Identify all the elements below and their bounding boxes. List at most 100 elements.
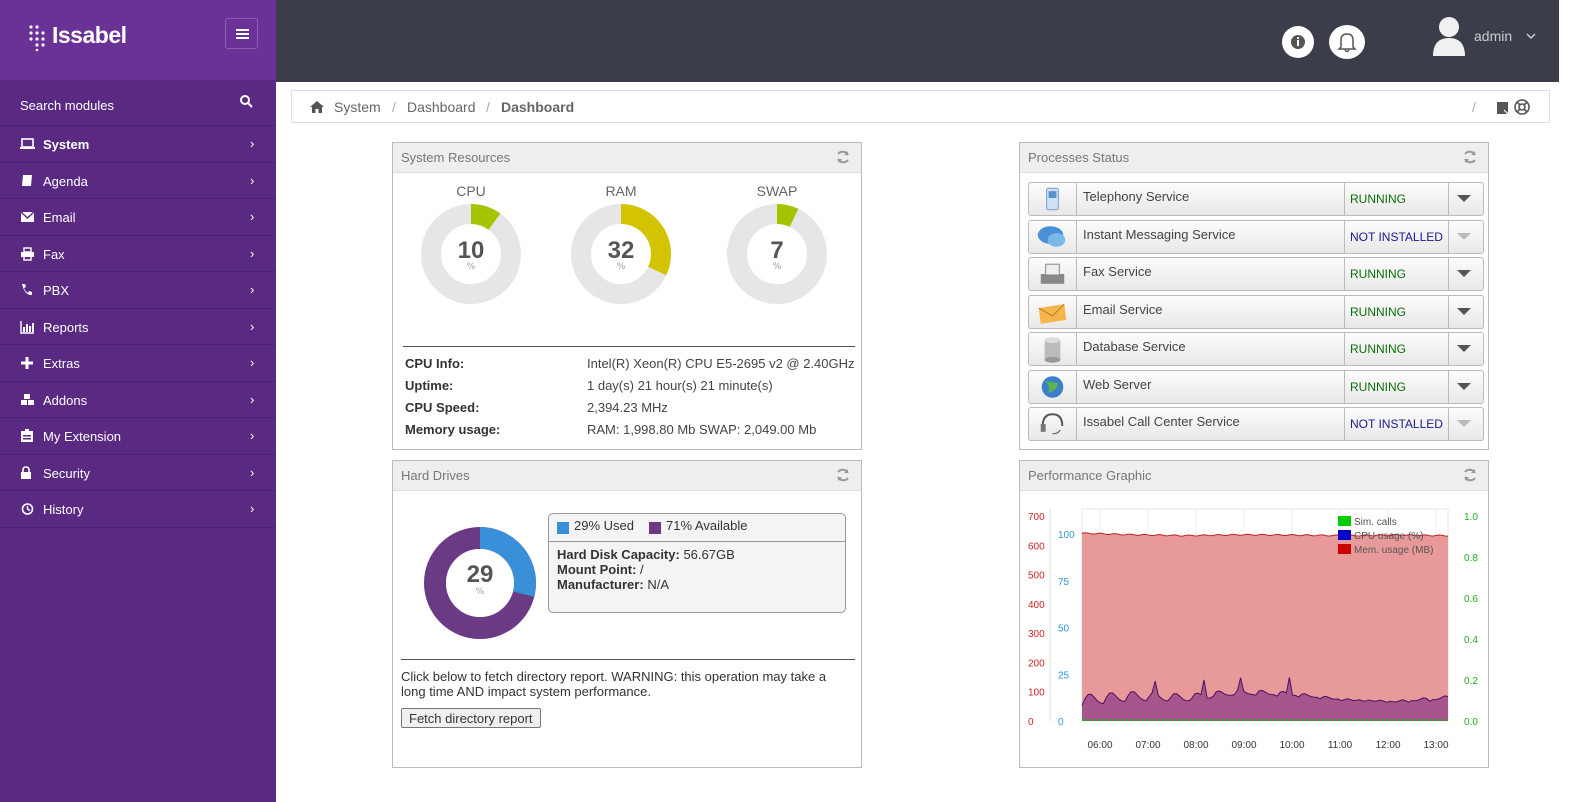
mem-usage-area bbox=[1082, 532, 1448, 721]
hard-drives-panel: Hard Drives 29 % 29% Used 71% Available … bbox=[392, 460, 862, 768]
breadcrumb-separator: / bbox=[486, 99, 490, 115]
breadcrumb-separator: / bbox=[1472, 99, 1476, 115]
fetch-directory-report-button[interactable]: Fetch directory report bbox=[401, 708, 541, 728]
process-actions-dropdown[interactable] bbox=[1457, 232, 1471, 240]
notifications-button[interactable] bbox=[1329, 25, 1365, 59]
breadcrumb: System / Dashboard / Dashboard / bbox=[291, 90, 1550, 123]
headset-icon bbox=[1040, 408, 1077, 440]
sidebar-item-email[interactable]: Email › bbox=[0, 199, 276, 236]
mem-axis-tick: 200 bbox=[1028, 658, 1045, 669]
chevron-right-icon: › bbox=[250, 391, 255, 407]
x-axis-tick: 08:00 bbox=[1183, 740, 1208, 751]
refresh-icon[interactable] bbox=[835, 149, 851, 165]
x-axis-tick: 07:00 bbox=[1135, 740, 1160, 751]
info-button[interactable] bbox=[1282, 26, 1314, 58]
mem-axis-tick: 500 bbox=[1028, 571, 1045, 582]
database-icon bbox=[1044, 333, 1077, 365]
process-actions-dropdown[interactable] bbox=[1457, 307, 1471, 315]
chevron-right-icon: › bbox=[250, 172, 255, 188]
issabel-logo-icon bbox=[29, 25, 45, 52]
process-actions-dropdown[interactable] bbox=[1457, 382, 1471, 390]
process-actions-dropdown[interactable] bbox=[1457, 420, 1471, 427]
user-menu[interactable]: admin bbox=[1431, 14, 1551, 58]
process-name: Telephony Service bbox=[1083, 189, 1190, 204]
breadcrumb-item[interactable]: System bbox=[334, 99, 381, 115]
home-icon[interactable] bbox=[310, 101, 324, 113]
breadcrumb-item[interactable]: Dashboard bbox=[407, 99, 476, 115]
sidebar-item-label: PBX bbox=[43, 283, 70, 298]
sidebar-item-my-extension[interactable]: My Extension › bbox=[0, 418, 276, 455]
refresh-icon[interactable] bbox=[1462, 149, 1478, 165]
process-actions-dropdown[interactable] bbox=[1457, 270, 1471, 277]
gauge-value: 32 bbox=[607, 237, 635, 264]
sidebar-item-fax[interactable]: Fax › bbox=[0, 236, 276, 272]
help-lifebuoy-icon[interactable] bbox=[1514, 99, 1530, 115]
performance-graphic-panel: Performance Graphic 700 600 500 400 300 200 10… bbox=[1019, 460, 1489, 768]
cpu-axis-tick: 75 bbox=[1058, 577, 1070, 588]
search-icon[interactable] bbox=[240, 95, 253, 108]
chevron-down-icon bbox=[1526, 33, 1536, 40]
legend-label: Mem. usage (MB) bbox=[1354, 545, 1433, 556]
mem-axis-tick: 300 bbox=[1028, 629, 1045, 640]
chevron-right-icon: › bbox=[250, 318, 255, 334]
process-name: Issabel Call Center Service bbox=[1083, 414, 1240, 429]
legend-swatch bbox=[1338, 544, 1351, 554]
mem-axis-tick: 400 bbox=[1028, 600, 1045, 611]
sidebar-item-reports[interactable]: Reports › bbox=[0, 309, 276, 345]
memory-usage-value: RAM: 1,998.80 Mb SWAP: 2,049.00 Mb bbox=[587, 422, 817, 437]
sidebar-item-pbx[interactable]: PBX › bbox=[0, 272, 276, 309]
uptime-value: 1 day(s) 21 hour(s) 21 minute(s) bbox=[587, 378, 773, 393]
breadcrumb-current: Dashboard bbox=[501, 99, 575, 115]
refresh-icon[interactable] bbox=[835, 467, 851, 483]
gauge-label-ram: RAM bbox=[605, 183, 637, 199]
calls-axis-tick: 0.4 bbox=[1464, 635, 1478, 646]
bookmark-icon[interactable] bbox=[1496, 101, 1510, 115]
sidebar-item-security[interactable]: Security › bbox=[0, 455, 276, 491]
avatar bbox=[1433, 17, 1465, 56]
id-card-icon bbox=[21, 429, 33, 442]
sidebar-item-extras[interactable]: Extras › bbox=[0, 345, 276, 382]
sidebar-item-addons[interactable]: Addons › bbox=[0, 382, 276, 418]
sidebar-item-label: Reports bbox=[43, 319, 89, 335]
calls-axis-tick: 1.0 bbox=[1464, 512, 1478, 523]
menu-toggle-button[interactable] bbox=[225, 18, 258, 49]
sidebar-item-history[interactable]: History › bbox=[0, 491, 276, 528]
refresh-icon[interactable] bbox=[1462, 467, 1478, 483]
chevron-right-icon: › bbox=[250, 428, 255, 443]
disk-info-box: 29% Used 71% Available Hard Disk Capacit… bbox=[548, 513, 846, 613]
sidebar-item-label: System bbox=[43, 137, 90, 152]
process-actions-dropdown[interactable] bbox=[1457, 195, 1471, 202]
envelope-icon bbox=[20, 211, 35, 222]
sidebar-item-agenda[interactable]: Agenda › bbox=[0, 163, 276, 199]
sidebar-item-label: History bbox=[43, 502, 84, 517]
disk-used-unit: % bbox=[475, 587, 485, 597]
book-icon bbox=[22, 174, 32, 186]
sidebar-item-system[interactable]: System › bbox=[0, 126, 276, 163]
legend-used-swatch bbox=[557, 522, 569, 534]
search-modules[interactable]: Search modules bbox=[0, 80, 276, 126]
panel-title: Hard Drives bbox=[401, 468, 470, 483]
manufacturer-label: Manufacturer: bbox=[557, 577, 644, 592]
process-row: Telephony Service RUNNING bbox=[1028, 182, 1484, 216]
process-row: Database Service RUNNING bbox=[1028, 332, 1484, 366]
user-name: admin bbox=[1474, 28, 1513, 44]
process-name: Fax Service bbox=[1083, 264, 1152, 279]
gauge-swap bbox=[727, 204, 827, 304]
cpu-axis-tick: 100 bbox=[1058, 530, 1075, 541]
panel-title: Performance Graphic bbox=[1028, 468, 1152, 483]
process-actions-dropdown[interactable] bbox=[1457, 345, 1471, 352]
brand-logo[interactable]: Issabel bbox=[0, 0, 276, 80]
legend-swatch bbox=[1338, 530, 1351, 540]
bell-icon bbox=[1337, 33, 1357, 53]
gauge-value: 7 bbox=[770, 237, 784, 264]
calls-axis-tick: 0.2 bbox=[1464, 676, 1478, 687]
chevron-right-icon: › bbox=[250, 136, 255, 151]
cpu-axis-tick: 25 bbox=[1058, 670, 1070, 681]
cpu-usage-line bbox=[1081, 677, 1449, 706]
x-axis-tick: 06:00 bbox=[1087, 740, 1112, 751]
legend-label: CPU usage (%) bbox=[1354, 531, 1423, 542]
breadcrumb-separator: / bbox=[392, 99, 396, 115]
mount-point-value: / bbox=[640, 562, 644, 577]
fax-machine-icon bbox=[1040, 258, 1077, 290]
envelope-icon bbox=[1038, 295, 1077, 328]
